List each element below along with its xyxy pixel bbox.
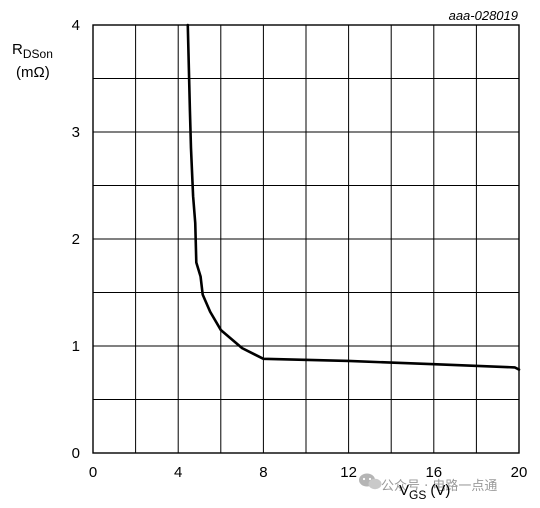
plot-frame [92, 24, 520, 454]
y-axis-symbol: R [12, 41, 23, 58]
x-axis-symbol: V [399, 482, 409, 499]
x-axis-unit: (V) [430, 482, 450, 499]
x-axis-title: VGS (V) [399, 482, 450, 502]
x-tick-label: 4 [174, 464, 182, 481]
y-tick-label: 3 [72, 124, 80, 141]
x-tick-label: 20 [511, 464, 528, 481]
x-tick-label: 16 [425, 464, 442, 481]
x-axis-subscript: GS [409, 488, 426, 502]
y-axis-subscript: DSon [23, 47, 53, 61]
series-layer [186, 23, 521, 371]
y-axis-title: RDSon (mΩ) [12, 41, 53, 81]
x-tick-label: 0 [89, 464, 97, 481]
x-tick-label: 8 [259, 464, 267, 481]
x-tick-label: 12 [340, 464, 357, 481]
y-tick-label: 0 [72, 445, 80, 462]
y-tick-label: 4 [72, 17, 80, 34]
y-tick-label: 1 [72, 338, 80, 355]
figure-id: aaa-028019 [449, 8, 518, 23]
y-tick-label: 2 [72, 231, 80, 248]
y-axis-unit: (mΩ) [16, 64, 50, 81]
wechat-icon [359, 473, 382, 490]
series-line [186, 23, 521, 371]
svg-text:RDSon: RDSon [12, 41, 53, 61]
grid [93, 25, 519, 453]
watermark-text: 公众号 · 电路一点通 [381, 478, 497, 494]
watermark: 公众号 · 电路一点通 [359, 473, 497, 494]
